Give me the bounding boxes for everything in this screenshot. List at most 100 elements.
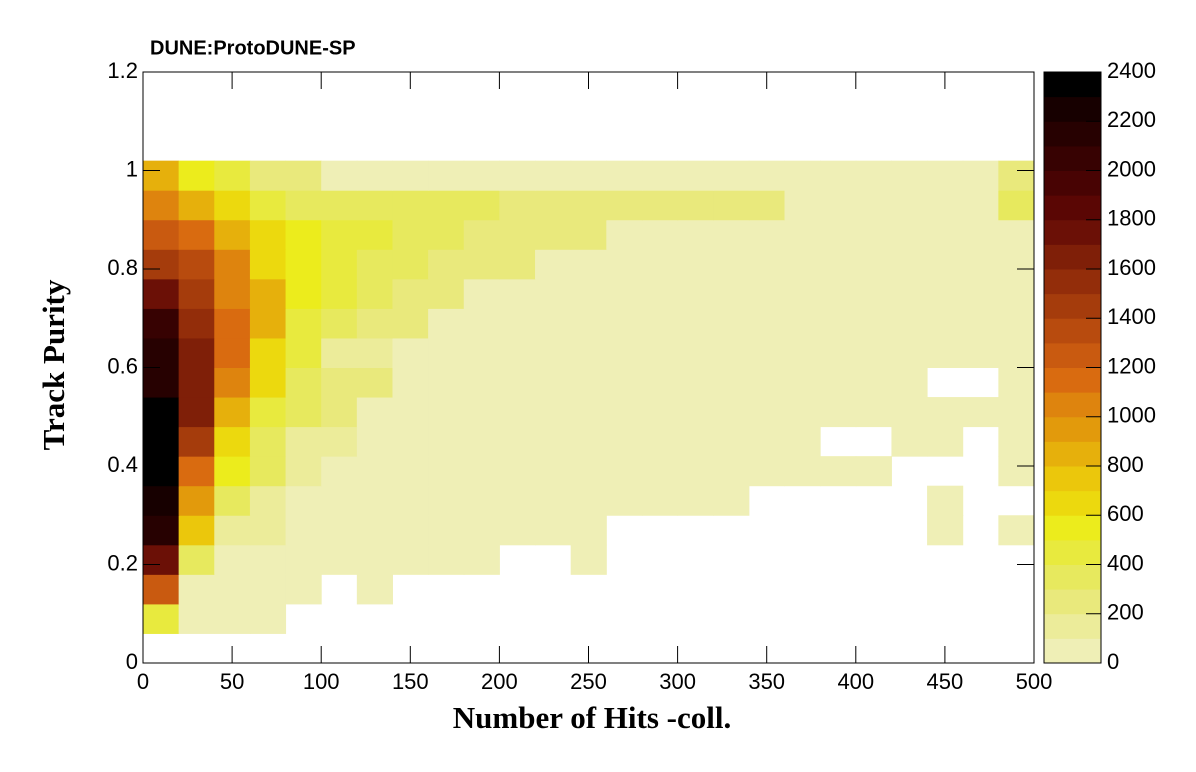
heat-cell: [784, 337, 821, 368]
heat-cell: [463, 515, 500, 546]
heat-cell: [499, 515, 536, 546]
heat-cell: [641, 278, 679, 309]
color-band: [1044, 367, 1101, 393]
color-band: [1044, 638, 1101, 664]
z-tick-label: 400: [1107, 550, 1144, 575]
heat-cell: [463, 337, 500, 368]
heat-cell: [570, 426, 607, 457]
heat-cell: [321, 219, 358, 250]
heat-cell: [285, 456, 322, 487]
color-band: [1044, 219, 1101, 245]
heat-cell: [748, 308, 786, 339]
heat-cell: [570, 337, 607, 368]
heat-cell: [178, 160, 215, 191]
heat-cell: [606, 337, 643, 368]
heat-cell: [677, 278, 714, 309]
heat-cell: [356, 574, 393, 605]
heat-cell: [285, 190, 322, 221]
heat-cell: [748, 278, 786, 309]
heat-cell: [927, 308, 964, 339]
y-tick-label: 0.2: [107, 550, 138, 575]
heat-cell: [820, 397, 857, 428]
heat-cell: [143, 190, 180, 221]
heat-cell: [606, 249, 643, 280]
heat-cell: [855, 367, 892, 398]
heat-cell: [143, 515, 180, 546]
heat-cell: [891, 190, 928, 221]
heat-cell: [499, 456, 536, 487]
z-tick-label: 1200: [1107, 353, 1156, 378]
y-tick-label: 1: [126, 156, 138, 181]
heat-cell: [321, 337, 358, 368]
heat-cell: [570, 485, 607, 516]
heat-cell: [606, 308, 643, 339]
heat-cell: [998, 456, 1035, 487]
heat-cell: [641, 160, 679, 191]
heat-cell: [178, 249, 215, 280]
heat-cell: [535, 278, 572, 309]
color-band: [1044, 121, 1101, 147]
heat-cell: [606, 160, 643, 191]
heat-cell: [249, 249, 287, 280]
color-band: [1044, 564, 1101, 590]
heat-cell: [606, 426, 643, 457]
heat-cell: [535, 485, 572, 516]
heat-cell: [214, 456, 251, 487]
z-tick-label: 2200: [1107, 107, 1156, 132]
heat-cell: [927, 485, 964, 516]
x-tick-label: 200: [481, 669, 518, 694]
heat-cell: [392, 367, 429, 398]
x-tick-label: 450: [927, 669, 964, 694]
heat-cell: [499, 249, 536, 280]
color-band: [1044, 466, 1101, 492]
heat-cell: [143, 249, 180, 280]
heat-cell: [321, 278, 358, 309]
heat-cell: [499, 337, 536, 368]
heat-cell: [285, 574, 322, 605]
color-band: [1044, 441, 1101, 467]
heat-cell: [891, 249, 928, 280]
heat-cell: [820, 456, 857, 487]
color-band: [1044, 145, 1101, 171]
heat-cell: [392, 278, 429, 309]
heat-cell: [570, 367, 607, 398]
heat-cell: [784, 278, 821, 309]
heat-cell: [891, 219, 928, 250]
x-tick-label: 350: [748, 669, 785, 694]
heat-cell: [214, 544, 251, 575]
heat-cell: [392, 515, 429, 546]
heat-cell: [535, 160, 572, 191]
heat-cell: [285, 485, 322, 516]
heat-cell: [178, 397, 215, 428]
heat-cell: [606, 456, 643, 487]
heat-cell: [748, 367, 786, 398]
heat-cell: [214, 278, 251, 309]
heat-cell: [855, 308, 892, 339]
heat-cell: [927, 190, 964, 221]
heat-cell: [463, 367, 500, 398]
heat-cell: [499, 397, 536, 428]
heat-cell: [820, 367, 857, 398]
heat-cell: [784, 426, 821, 457]
heat-cell: [178, 574, 215, 605]
heat-cell: [962, 278, 999, 309]
heat-cell: [641, 308, 679, 339]
x-axis-title: Number of Hits -coll.: [453, 700, 731, 735]
y-tick-label: 0.8: [107, 255, 138, 280]
heat-cell: [143, 574, 180, 605]
color-band: [1044, 490, 1101, 516]
heat-cell: [713, 337, 750, 368]
heat-cell: [143, 337, 180, 368]
heat-cell: [285, 515, 322, 546]
heat-cell: [641, 249, 679, 280]
heat-cell: [428, 190, 465, 221]
heat-cell: [677, 160, 714, 191]
heat-cell: [428, 485, 465, 516]
heat-cell: [214, 190, 251, 221]
heat-cell: [214, 160, 251, 191]
heat-cell: [535, 337, 572, 368]
heat-cell: [463, 456, 500, 487]
heat-cell: [143, 367, 180, 398]
x-tick-label: 400: [837, 669, 874, 694]
heat-cell: [748, 160, 786, 191]
